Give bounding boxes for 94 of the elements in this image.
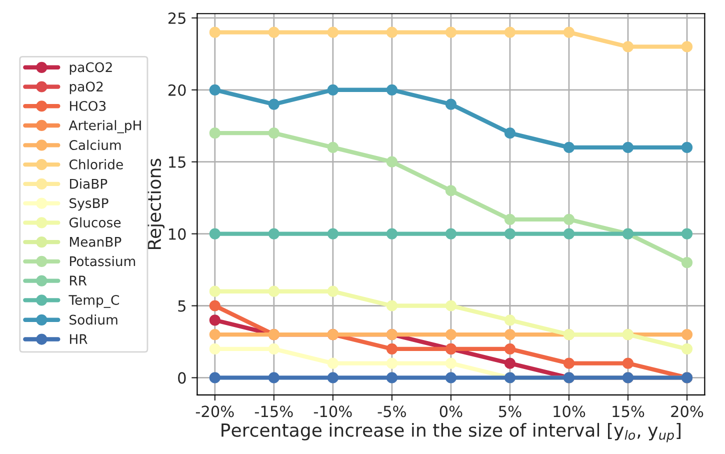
x-tick-label: 5%: [499, 406, 522, 418]
point: [563, 358, 575, 369]
x-axis-title: Percentage increase in the size of interval [y$_{lo}$, y$_{up}$]: [222, 422, 680, 442]
legend-label: paO2: [70, 82, 103, 94]
point: [504, 358, 516, 369]
point: [386, 84, 398, 96]
point: [268, 372, 280, 384]
legend-label: paCO2: [70, 62, 112, 75]
point: [268, 26, 280, 38]
legend-label: Potassium: [70, 256, 136, 266]
point: [504, 26, 516, 38]
point: [209, 228, 220, 240]
point: [209, 343, 220, 354]
y-tick-label: 15: [169, 156, 186, 168]
point: [445, 372, 457, 384]
legend-label: Temp_C: [68, 294, 119, 308]
point: [209, 128, 220, 139]
point: [327, 26, 338, 38]
legend-label: Arterial_pH: [68, 120, 141, 134]
point: [504, 314, 516, 326]
point: [209, 286, 220, 297]
point: [386, 156, 398, 168]
point: [445, 300, 457, 312]
y-tick-label: 0: [178, 372, 186, 384]
point: [327, 358, 338, 369]
point: [504, 214, 516, 225]
point: [563, 26, 575, 38]
x-tick-label: -15%: [254, 406, 293, 418]
y-tick-label: 25: [168, 12, 186, 24]
point: [504, 128, 516, 139]
point: [622, 358, 634, 369]
point: [681, 328, 693, 340]
point: [209, 26, 220, 38]
legend-label: Chloride: [69, 159, 123, 170]
x-tick-label: 15%: [612, 406, 644, 418]
y-tick-label: 20: [168, 84, 186, 96]
point: [622, 142, 634, 154]
point: [386, 228, 398, 240]
point: [563, 142, 575, 154]
point: [681, 257, 693, 268]
x-tick-label: -10%: [314, 406, 352, 418]
point: [445, 185, 457, 196]
point: [445, 26, 457, 38]
point: [504, 228, 516, 240]
point: [386, 26, 398, 38]
x-tick-label: 10%: [554, 406, 586, 418]
point: [386, 343, 398, 354]
legend-label: Calcium: [69, 140, 121, 150]
y-axis-title: Rejections: [147, 158, 165, 249]
point: [386, 358, 398, 369]
legend-label: HCO3: [70, 100, 106, 111]
point: [563, 228, 575, 240]
legend-label: HR: [70, 334, 88, 344]
point: [209, 328, 220, 340]
point: [327, 372, 338, 384]
y-tick-label: 10: [169, 228, 186, 240]
point: [681, 343, 693, 354]
legend-label: RR: [70, 276, 87, 286]
point: [268, 98, 280, 110]
point: [327, 142, 338, 154]
point: [327, 286, 338, 297]
legend-label: SysBP: [70, 198, 108, 211]
point: [504, 343, 516, 354]
point: [622, 41, 634, 52]
point: [681, 142, 693, 154]
point: [209, 84, 220, 96]
point: [563, 214, 575, 225]
x-tick-label: -5%: [378, 406, 406, 418]
point: [386, 372, 398, 384]
point: [445, 328, 457, 340]
point: [681, 228, 693, 240]
point: [209, 300, 220, 312]
legend-label: Glucose: [69, 217, 121, 228]
point: [268, 343, 280, 354]
point: [209, 372, 220, 384]
x-tick-label: 0%: [440, 406, 462, 418]
x-tick-label: -20%: [196, 406, 234, 418]
x-tick-label: 20%: [671, 406, 704, 418]
point: [681, 41, 693, 52]
point: [209, 314, 220, 326]
legend-label: Sodium: [70, 314, 118, 325]
point: [445, 98, 457, 110]
point: [268, 228, 280, 240]
point: [327, 228, 338, 240]
y-tick-label: 5: [178, 300, 186, 312]
point: [445, 358, 457, 369]
point: [268, 128, 280, 139]
legend-label: DiaBP: [70, 178, 108, 189]
point: [327, 84, 338, 96]
legend-label: MeanBP: [70, 237, 122, 247]
point: [386, 300, 398, 312]
point: [445, 228, 457, 240]
point: [268, 286, 280, 297]
point: [504, 328, 516, 340]
